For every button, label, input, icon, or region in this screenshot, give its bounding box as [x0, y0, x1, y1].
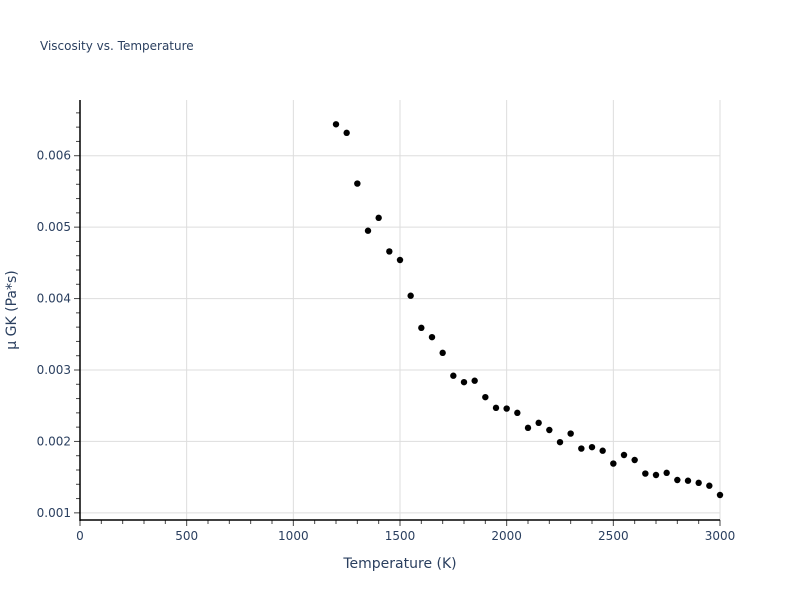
x-tick-label: 3000	[705, 529, 736, 543]
data-point	[332, 121, 340, 128]
y-tick-label: 0.003	[37, 363, 71, 377]
data-point	[439, 349, 446, 357]
y-tick-label: 0.004	[37, 292, 71, 306]
data-point	[354, 180, 361, 187]
axes	[74, 100, 721, 526]
x-axis-label: Temperature (K)	[342, 556, 456, 572]
x-tick-label: 0	[76, 529, 84, 543]
data-point	[524, 424, 532, 432]
data-point	[535, 419, 542, 427]
data-point	[556, 438, 564, 446]
x-tick-label: 2000	[491, 529, 522, 543]
data-point	[706, 482, 713, 489]
data-point	[610, 460, 617, 467]
data-point	[599, 447, 606, 454]
data-point	[503, 405, 510, 412]
data-point	[471, 377, 478, 384]
data-point	[652, 471, 660, 479]
data-point	[386, 248, 393, 255]
data-point	[396, 256, 404, 264]
gridlines	[80, 100, 721, 520]
data-point	[642, 470, 649, 477]
data-point	[450, 372, 457, 379]
chart-title: Viscosity vs. Temperature	[40, 39, 194, 53]
data-point	[578, 445, 585, 452]
x-tick-label: 500	[175, 529, 198, 543]
y-tick-label: 0.001	[37, 506, 71, 520]
data-point	[343, 129, 350, 137]
y-tick-label: 0.006	[37, 149, 71, 163]
data-point	[514, 409, 521, 417]
data-point	[407, 292, 414, 299]
data-point	[663, 469, 670, 477]
x-tick-label: 1000	[278, 529, 309, 543]
data-point	[428, 333, 436, 341]
data-point	[588, 443, 596, 451]
data-point	[620, 451, 628, 459]
data-point	[492, 404, 500, 412]
data-point	[460, 378, 468, 386]
data-points	[332, 121, 724, 499]
y-tick-label: 0.002	[37, 434, 71, 448]
x-tick-label: 1500	[385, 529, 416, 543]
data-point	[546, 426, 553, 434]
tick-labels: 0 500 1000 1500 2000 2500 3000 0.001 0.002 0.003 0…	[37, 149, 736, 543]
x-tick-label: 2500	[598, 529, 629, 543]
data-point	[631, 456, 638, 464]
data-point	[482, 393, 489, 401]
data-point	[364, 227, 372, 234]
data-point	[418, 324, 425, 332]
data-point	[716, 491, 724, 499]
data-point	[674, 476, 681, 484]
data-point	[684, 477, 692, 484]
data-point	[375, 214, 382, 222]
data-point	[695, 479, 702, 487]
y-axis-label: μ GK (Pa*s)	[4, 270, 20, 349]
data-point	[567, 430, 574, 437]
y-tick-label: 0.005	[37, 220, 71, 234]
